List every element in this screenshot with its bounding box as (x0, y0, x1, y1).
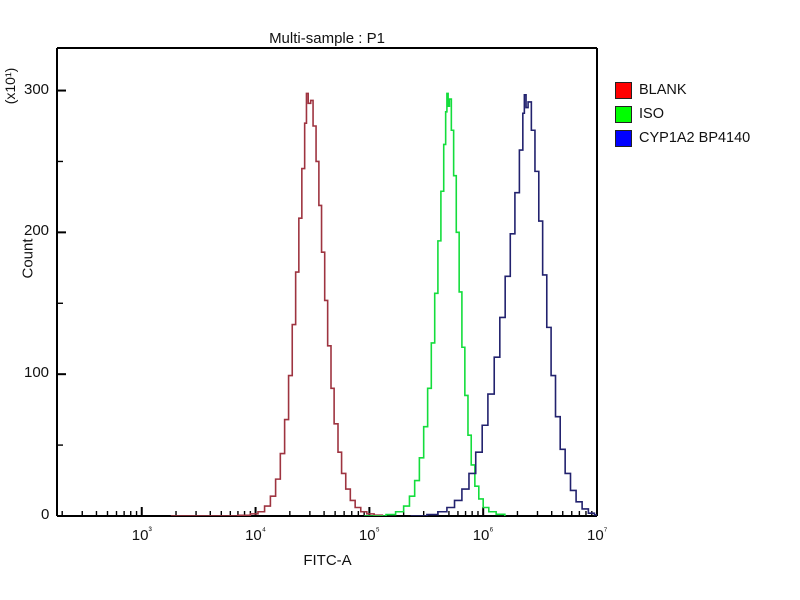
chart-title: Multi-sample : P1 (269, 30, 385, 47)
histogram-curve (170, 92, 384, 516)
legend: BLANK ISO CYP1A2 BP4140 (615, 80, 750, 148)
y-tick-label: 0 (41, 506, 50, 523)
histogram-curves (170, 92, 597, 516)
y-axis-ticks (57, 89, 66, 517)
y-tick-label: 100 (24, 364, 50, 382)
legend-swatch-iso (615, 105, 632, 123)
x-axis-ticks (61, 507, 598, 516)
legend-item-blank[interactable]: BLANK (615, 80, 750, 100)
legend-item-cyp1a2-bp4140[interactable]: CYP1A2 BP4140 (615, 128, 750, 148)
histogram-curve (364, 92, 506, 516)
legend-label-iso: ISO (639, 105, 664, 122)
x-tick-label: 10⁷ (587, 526, 608, 544)
x-tick-label: 10⁵ (358, 526, 380, 544)
legend-item-iso[interactable]: ISO (615, 104, 750, 124)
legend-label-blank: BLANK (639, 81, 687, 98)
x-tick-label: 10⁴ (245, 526, 267, 544)
legend-swatch-blank (615, 81, 632, 99)
y-tick-label: 200 (24, 222, 50, 240)
y-tick-label: 300 (24, 80, 50, 98)
x-axis-title: FITC-A (303, 552, 352, 569)
x-tick-label: 10³ (131, 526, 152, 544)
x-tick-label: 10⁶ (472, 526, 494, 544)
histogram-curve (410, 94, 597, 516)
legend-swatch-cyp1a2-bp4140 (615, 129, 632, 147)
legend-label-cyp1a2-bp4140: CYP1A2 BP4140 (639, 129, 751, 146)
